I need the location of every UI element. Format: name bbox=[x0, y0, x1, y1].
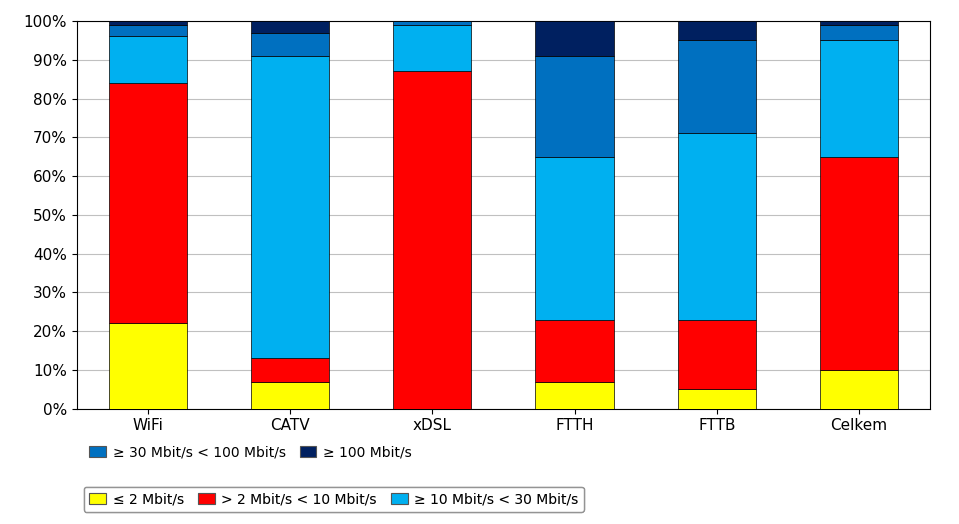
Bar bbox=[820, 21, 899, 25]
Bar bbox=[820, 370, 899, 409]
Bar bbox=[678, 320, 756, 389]
Bar bbox=[678, 21, 756, 40]
Bar bbox=[251, 32, 329, 56]
Bar bbox=[678, 40, 756, 134]
Bar bbox=[820, 40, 899, 157]
Legend: ≤ 2 Mbit/s, > 2 Mbit/s < 10 Mbit/s, ≥ 10 Mbit/s < 30 Mbit/s: ≤ 2 Mbit/s, > 2 Mbit/s < 10 Mbit/s, ≥ 10… bbox=[83, 487, 584, 512]
Bar bbox=[108, 323, 187, 409]
Bar bbox=[393, 21, 472, 25]
Bar bbox=[820, 157, 899, 370]
Bar bbox=[108, 37, 187, 83]
Bar bbox=[393, 25, 472, 71]
Bar bbox=[535, 56, 614, 157]
Bar bbox=[393, 71, 472, 409]
Bar bbox=[108, 21, 187, 25]
Bar bbox=[678, 389, 756, 409]
Bar bbox=[251, 56, 329, 358]
Legend: ≥ 30 Mbit/s < 100 Mbit/s, ≥ 100 Mbit/s: ≥ 30 Mbit/s < 100 Mbit/s, ≥ 100 Mbit/s bbox=[83, 440, 417, 465]
Bar bbox=[678, 134, 756, 320]
Bar bbox=[820, 25, 899, 40]
Bar bbox=[535, 157, 614, 320]
Bar bbox=[535, 381, 614, 409]
Bar bbox=[251, 381, 329, 409]
Bar bbox=[251, 21, 329, 32]
Bar bbox=[251, 358, 329, 381]
Bar bbox=[535, 21, 614, 56]
Bar bbox=[108, 25, 187, 37]
Bar bbox=[535, 320, 614, 381]
Bar bbox=[108, 83, 187, 323]
